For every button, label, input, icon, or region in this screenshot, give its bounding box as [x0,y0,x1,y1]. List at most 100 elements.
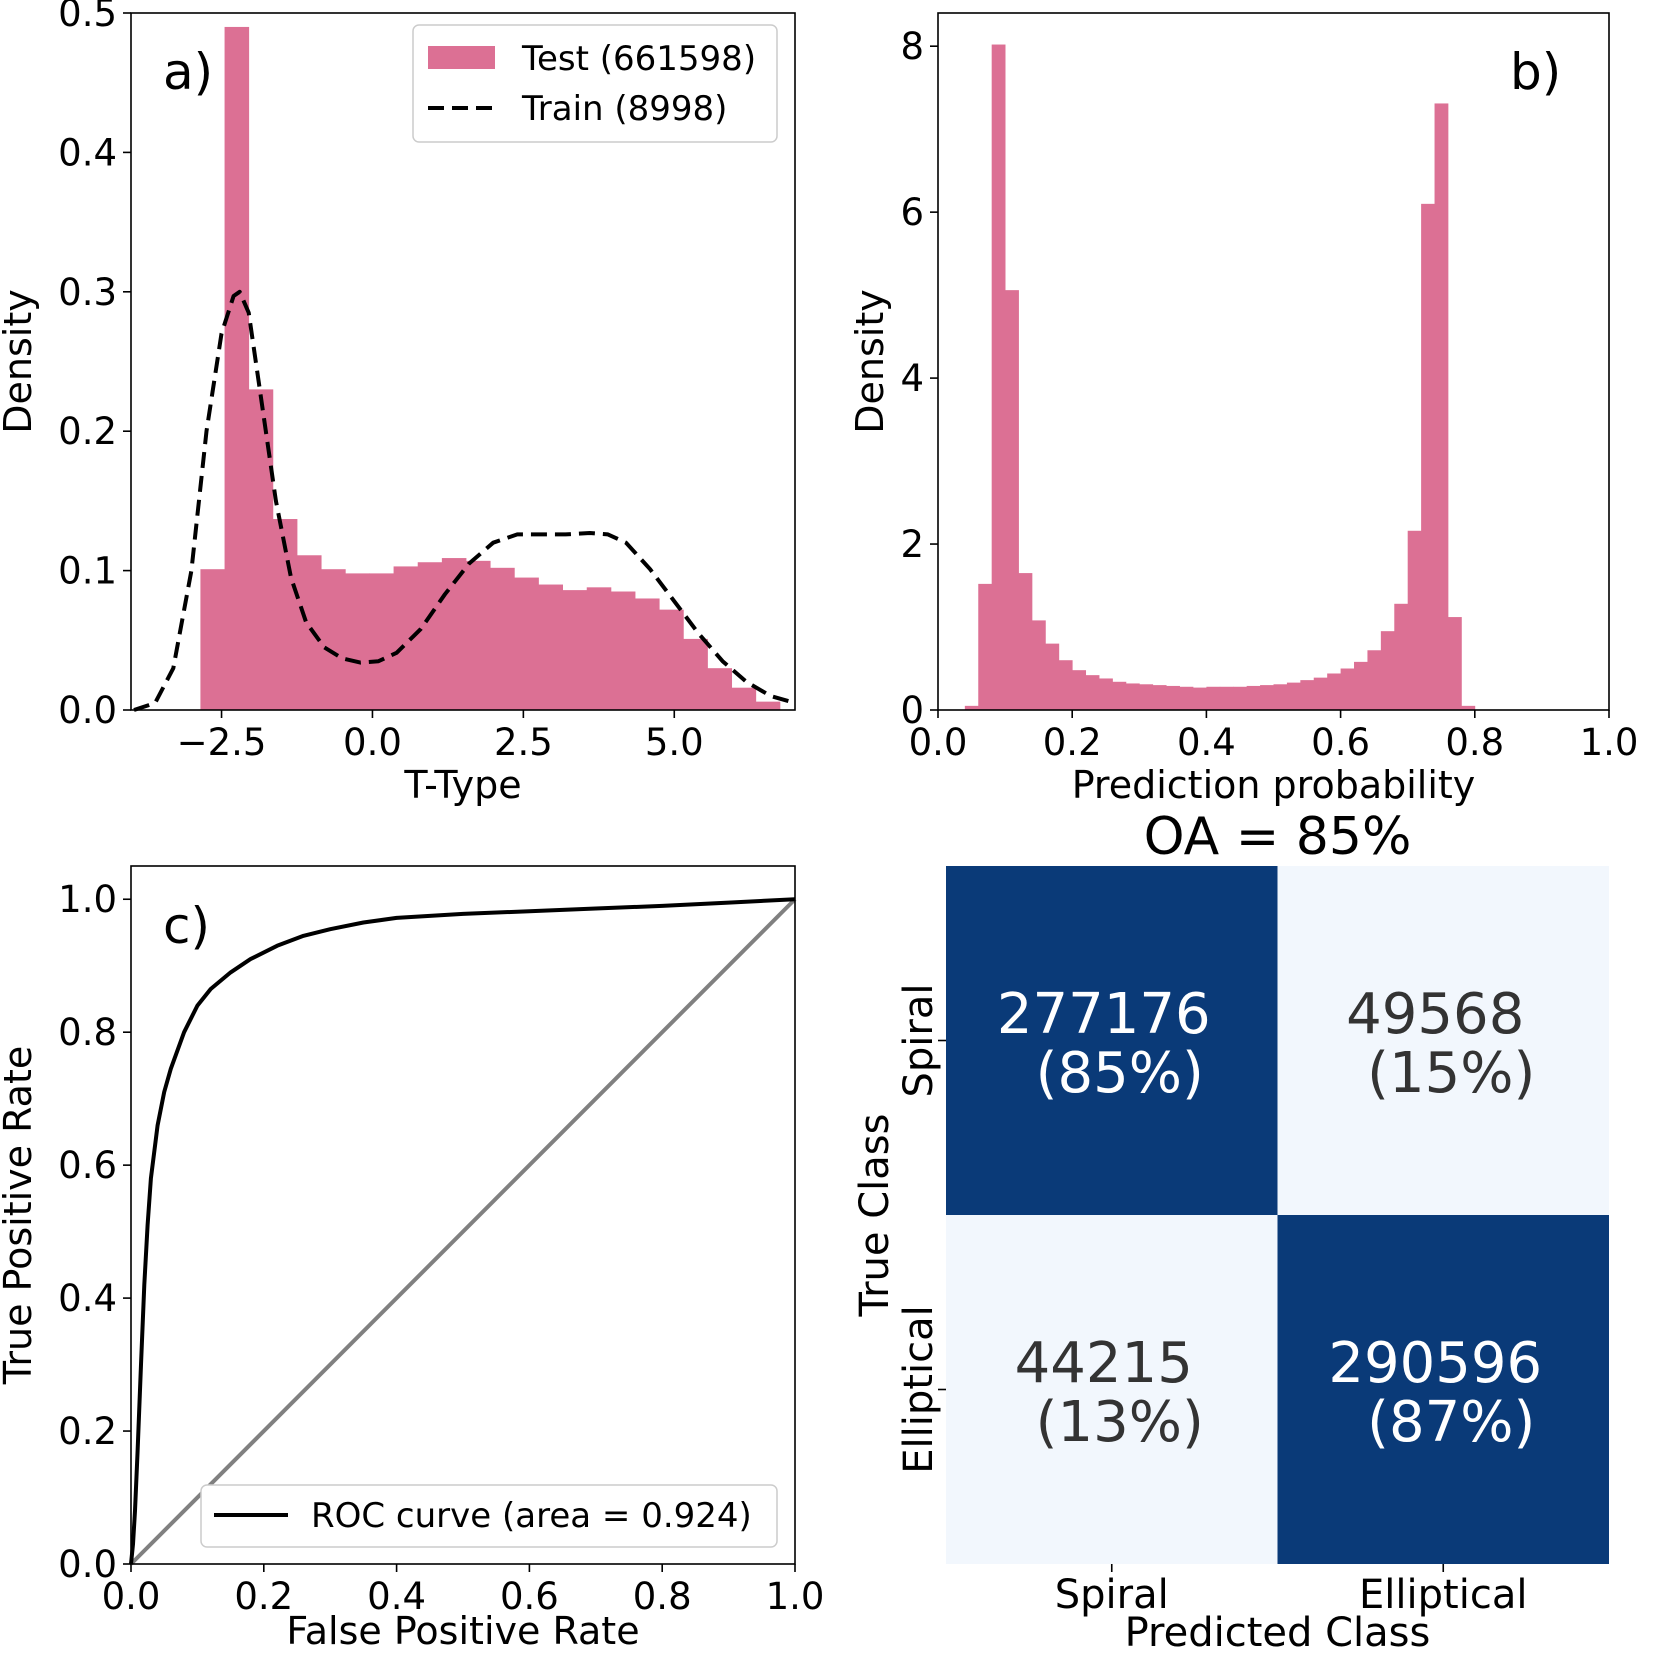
y-tick-label: 0.0 [58,689,117,732]
test-histogram-bar [248,389,274,710]
prediction-histogram-bar [1354,661,1368,710]
cell-count: 277176 [997,982,1211,1047]
test-histogram-bar [466,560,491,710]
test-histogram-bar [224,26,250,710]
legend-label-train: Train (8998) [521,89,727,129]
y-category-label: Spiral [896,984,942,1098]
train-density-line [133,289,796,712]
legend-c: ROC curve (area = 0.924) [200,1484,778,1548]
y-axis-label: True Class [852,1114,898,1318]
x-tick-label: 0.8 [633,1575,692,1618]
axes-frame [937,12,1610,711]
roc-curve-line [129,897,796,1565]
cell-percent: (15%) [1367,1041,1535,1106]
prediction-histogram-bar [1125,683,1140,710]
test-histogram-bar [538,584,563,710]
prediction-histogram-bar [1286,682,1301,710]
cell-count: 44215 [1015,1331,1193,1396]
y-tick-label: 0.5 [58,0,117,35]
y-tick-label: 0.4 [58,131,117,174]
prediction-histogram-bar [964,705,979,710]
x-tick-label: 0.4 [1177,721,1236,764]
test-histogram-bar [659,609,684,710]
y-tick-label: 0.0 [58,1543,117,1586]
x-tick-label: 0.6 [1311,721,1370,764]
panel-a: −2.5 0.0 2.5 5.0 0.0 0.1 0.2 0.3 0.4 0.5 T-Type Den… [0,0,796,807]
legend-frame [200,1484,778,1548]
test-histogram-bar [490,567,515,710]
prediction-histogram-bar [1300,680,1315,710]
prediction-histogram-bar [1233,686,1248,710]
y-tick-label: 0.6 [58,1144,117,1187]
prediction-histogram-bar [1434,103,1449,711]
y-category-label: Elliptical [896,1305,942,1473]
panel-label-c: c) [163,897,210,955]
prediction-histogram-bar [1192,687,1207,710]
cell-count: 290596 [1328,1331,1542,1396]
y-tick-label: 2 [900,523,924,566]
y-tick-label: 0.8 [58,1011,117,1054]
y-tick-label: 4 [900,357,924,400]
cell-percent: (87%) [1367,1390,1535,1455]
test-histogram-bar [297,555,322,710]
prediction-histogram-bar [1219,686,1234,710]
panel-d: OA = 85% 277176(85%) 49568(15%) 44215(13%) 2… [852,807,1609,1656]
test-histogram-bar [514,577,539,710]
legend-swatch-test [428,46,495,69]
prediction-histogram-bar [1327,673,1341,710]
x-axis-label: T-Type [403,763,521,807]
y-tick-label: 0.2 [58,410,117,453]
test-histogram-bar [707,668,733,710]
y-tick-label: 6 [900,191,924,234]
prediction-histogram-bar [1166,685,1180,710]
y-tick-label: 0 [900,689,924,732]
prediction-histogram-bar [1152,685,1167,710]
x-tick-label: 0.0 [102,1575,161,1618]
x-tick-label: 1.0 [1580,721,1639,764]
y-tick-label: 0.4 [58,1277,117,1320]
prediction-histogram-bar [1273,684,1288,710]
prediction-histogram-bar [1072,670,1087,710]
x-tick-label: 0.8 [1445,721,1504,764]
prediction-histogram-bar [1031,620,1046,710]
test-histogram-bar [731,687,757,710]
confusion-cell [1277,1215,1609,1564]
axes-frame [130,865,796,1565]
confusion-matrix-title: OA = 85% [1144,807,1412,867]
x-tick-label: 0.6 [500,1575,559,1618]
chance-diagonal-line [129,897,797,1566]
test-histogram-bar [683,638,708,710]
test-histogram-bar [755,701,781,710]
prediction-histogram-bar [1179,686,1194,710]
test-histogram-bar [369,573,394,710]
test-histogram-bar [200,569,225,710]
test-histogram-bar [635,598,660,710]
panel-c: 0.0 0.2 0.4 0.6 0.8 1.0 0.0 0.2 0.4 0.6 0.8 1.0 Fals… [0,865,825,1653]
test-histogram-bar [586,587,612,710]
test-histogram-bar [345,573,370,710]
prediction-histogram-bar [1206,686,1221,710]
y-tick-label: 1.0 [58,878,117,921]
prediction-histogram-bar [1394,603,1409,710]
y-tick-label: 8 [900,25,924,68]
prediction-histogram-bar [1461,705,1476,710]
prediction-histogram-bar [978,583,993,710]
x-axis-label: Prediction probability [1072,763,1476,807]
prediction-histogram-bar [1340,668,1355,710]
prediction-histogram-bar [1045,643,1060,710]
prediction-histogram-bar [1421,203,1435,710]
axes-frame [130,12,796,711]
x-axis-label: Predicted Class [1125,1610,1431,1656]
test-histogram-bar [417,562,443,710]
y-axis-label: True Positive Rate [0,1046,40,1386]
test-histogram-bar [610,591,636,710]
x-axis-label: False Positive Rate [286,1609,639,1653]
x-tick-label: −2.5 [177,721,267,764]
prediction-histogram-bar [1407,530,1422,710]
prediction-histogram-bar [1246,685,1261,710]
test-histogram-bar [562,590,588,710]
prediction-histogram-bar [1018,573,1033,710]
x-tick-label: 1.0 [766,1575,825,1618]
x-tick-label: 0.2 [1043,721,1102,764]
panel-b: 0.0 0.2 0.4 0.6 0.8 1.0 0 2 4 6 8 Prediction probab… [848,12,1639,807]
